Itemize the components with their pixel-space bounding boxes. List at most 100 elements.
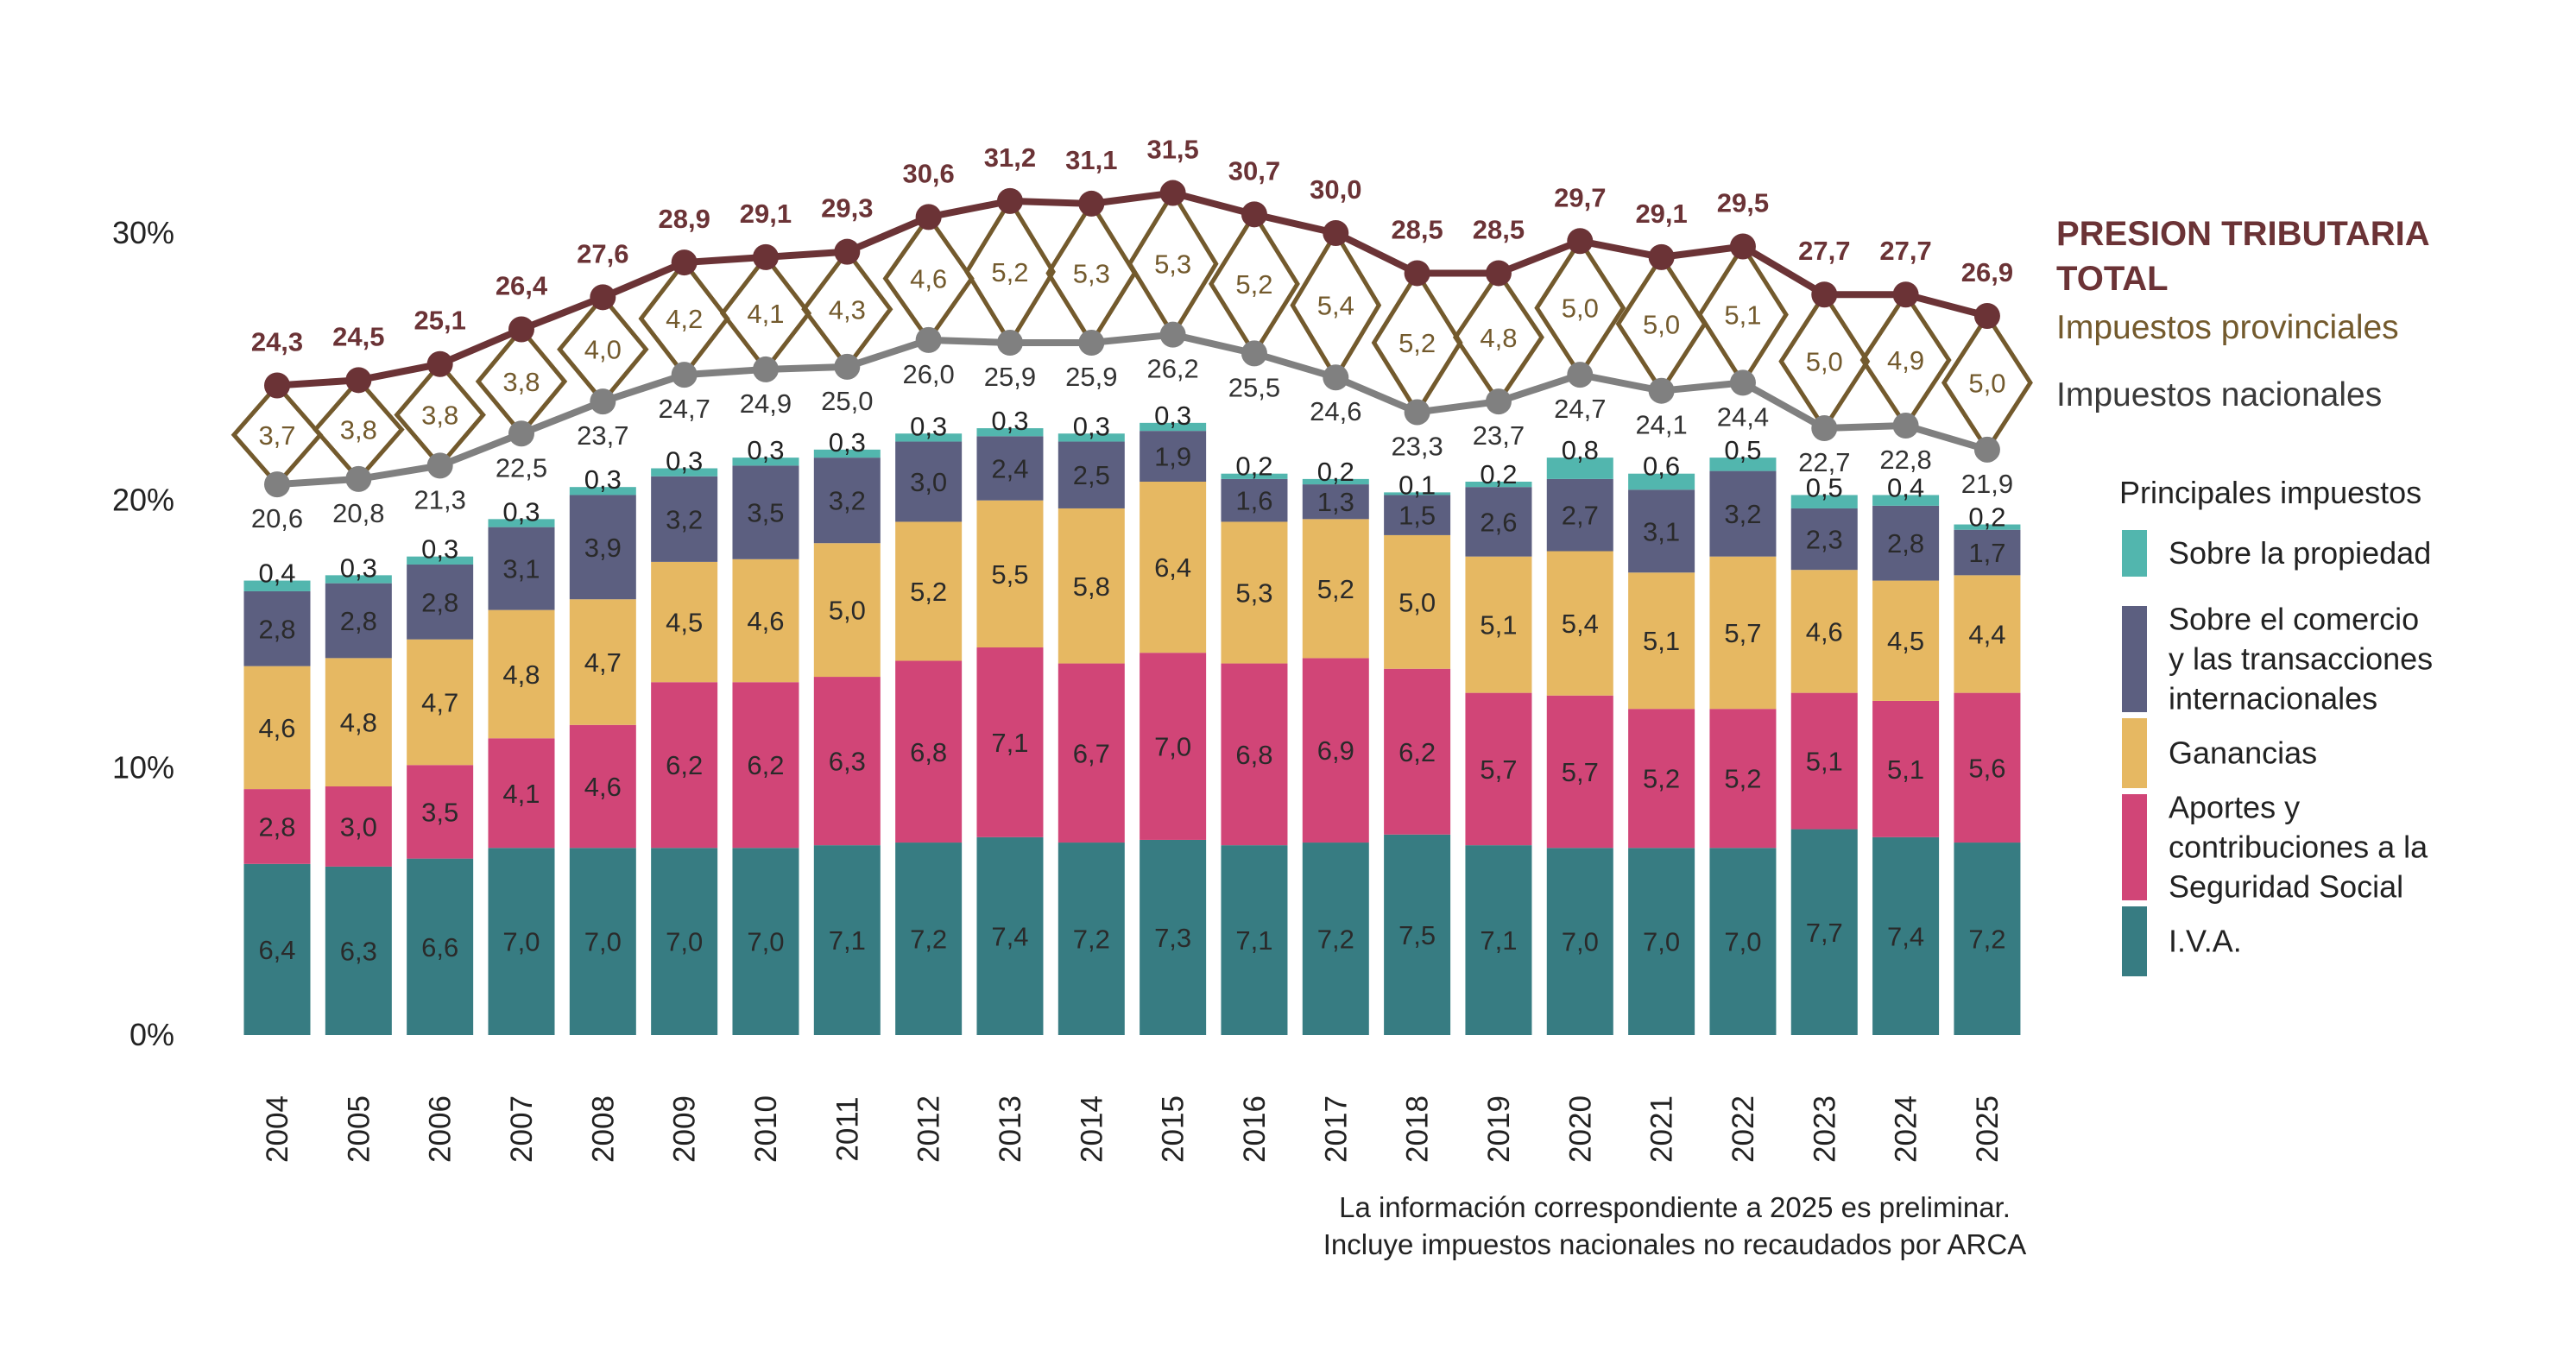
bar-value-label: 7,1 — [991, 728, 1028, 758]
bar-segment — [325, 575, 392, 584]
bar-value-label: 7,1 — [1235, 925, 1272, 956]
national-line — [276, 331, 1989, 489]
total-point — [1811, 281, 1838, 308]
total-value-label: 28,5 — [1473, 214, 1525, 244]
bar-segment — [1302, 484, 1369, 520]
bar-segment — [813, 449, 881, 458]
x-tick-label: 2007 — [505, 1095, 539, 1163]
total-point — [752, 243, 779, 270]
bar-segment — [1790, 692, 1858, 830]
bar-value-label: 7,0 — [584, 927, 622, 957]
national-value-label: 24,7 — [1554, 394, 1606, 424]
bar-segment — [1058, 663, 1125, 843]
bar-segment — [488, 519, 555, 527]
bar-value-label: 6,6 — [421, 932, 458, 963]
provincial-value-label: 5,2 — [1398, 328, 1436, 358]
legend-item-label: internacionales — [2169, 681, 2377, 716]
bar-value-label: 3,2 — [829, 486, 866, 516]
legend-item-label: Sobre la propiedad — [2169, 535, 2431, 571]
total-point — [264, 372, 290, 399]
bar-value-label: 6,8 — [910, 737, 947, 767]
national-point — [264, 471, 290, 498]
bar-value-label: 0,8 — [1562, 435, 1599, 465]
total-point — [590, 284, 616, 311]
bar-segment — [732, 559, 799, 683]
national-point — [996, 329, 1023, 356]
bar-value-label: 7,0 — [502, 927, 540, 957]
bar-value-label: 4,5 — [1887, 626, 1924, 656]
bar-segment — [895, 843, 963, 1035]
bar-segment — [651, 468, 718, 477]
total-point — [1567, 228, 1594, 255]
bar-segment — [488, 527, 555, 610]
total-value-label: 28,5 — [1391, 214, 1443, 244]
total-value-label: 31,1 — [1065, 145, 1117, 175]
total-point — [1648, 243, 1675, 270]
bar-segment — [569, 487, 636, 495]
total-value-label: 26,9 — [1961, 257, 2013, 287]
bar-value-label: 7,1 — [829, 925, 866, 956]
bar-segment — [569, 599, 636, 725]
national-point — [1078, 329, 1105, 356]
total-point — [1078, 190, 1105, 217]
bar-value-label: 5,2 — [910, 577, 947, 607]
bar-segment — [1384, 492, 1451, 495]
bar-segment — [243, 666, 311, 790]
bar-value-label: 5,4 — [1562, 609, 1599, 639]
bar-segment — [1384, 534, 1451, 669]
total-value-label: 30,7 — [1228, 155, 1280, 186]
national-value-label: 25,9 — [984, 362, 1036, 392]
national-point — [834, 353, 861, 380]
bar-segment — [243, 580, 311, 591]
total-value-label: 24,5 — [332, 321, 384, 351]
x-tick-label: 2015 — [1157, 1095, 1190, 1163]
legend-swatch — [2122, 794, 2147, 900]
national-point — [1241, 340, 1267, 367]
total-point — [834, 238, 861, 265]
bar-segment — [325, 658, 392, 787]
bar-value-label: 2,8 — [258, 614, 295, 644]
x-tick-label: 2020 — [1563, 1095, 1597, 1163]
bar-value-label: 4,7 — [421, 687, 458, 717]
total-point — [345, 367, 372, 394]
bar-value-label: 6,7 — [1073, 738, 1110, 768]
bar-segment — [895, 441, 963, 522]
legend-total-label: TOTAL — [2056, 260, 2169, 298]
bar-segment — [651, 561, 718, 683]
bar-value-label: 2,7 — [1562, 501, 1599, 531]
bar-value-label: 3,5 — [747, 498, 784, 528]
bar-value-label: 0,3 — [1073, 411, 1110, 441]
bar-segment — [1872, 836, 1940, 1035]
bar-value-label: 5,3 — [1235, 578, 1272, 609]
bar-value-label: 6,9 — [1317, 735, 1354, 766]
bar-segment — [325, 583, 392, 659]
bar-value-label: 7,7 — [1806, 918, 1843, 948]
national-point — [1567, 362, 1594, 388]
bar-segment — [651, 476, 718, 562]
national-point — [1159, 321, 1186, 348]
bar-segment — [1954, 529, 2021, 576]
x-tick-label: 2017 — [1319, 1095, 1353, 1163]
national-value-label: 21,9 — [1961, 469, 2013, 499]
bar-segment — [813, 677, 881, 846]
x-tick-label: 2005 — [342, 1095, 376, 1163]
bar-value-label: 6,4 — [258, 935, 295, 965]
x-tick-label: 2018 — [1401, 1095, 1435, 1163]
bar-segment — [813, 543, 881, 678]
bar-segment — [1465, 845, 1532, 1035]
bar-value-label: 3,1 — [502, 554, 540, 584]
total-point — [996, 187, 1023, 214]
provincial-value-label: 5,0 — [1806, 347, 1843, 377]
bar-segment — [1221, 845, 1288, 1035]
national-point — [1811, 415, 1838, 442]
bar-value-label: 5,5 — [991, 559, 1028, 590]
total-point — [1241, 201, 1267, 228]
x-tick-label: 2014 — [1075, 1095, 1108, 1163]
bar-segment — [569, 495, 636, 600]
national-value-label: 24,9 — [740, 388, 792, 419]
provincial-value-label: 4,1 — [747, 299, 784, 329]
bar-segment — [243, 590, 311, 666]
bar-value-label: 5,7 — [1480, 754, 1517, 785]
bar-segment — [1546, 551, 1613, 696]
